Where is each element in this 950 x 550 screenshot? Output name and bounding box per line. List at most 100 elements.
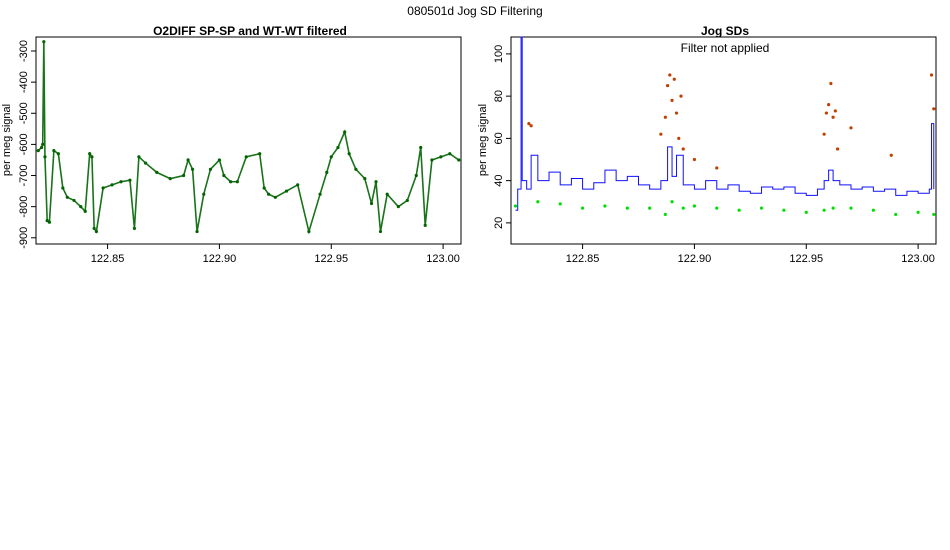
left-series-0-point — [374, 180, 378, 184]
left-series-0-point — [369, 201, 374, 206]
left-series-0-point — [79, 205, 83, 209]
right-y-tick-label: 100 — [493, 45, 505, 63]
right-x-tick-label: 122.85 — [566, 253, 600, 265]
right-series-2-point — [681, 147, 685, 151]
right-series-0-point — [804, 210, 808, 214]
left-series-0-point — [119, 180, 123, 184]
right-series-2-point — [889, 153, 893, 157]
left-series-0-point — [448, 152, 452, 156]
left-series-0-point — [36, 149, 40, 153]
left-series-0-point — [41, 142, 45, 146]
left-series-0-point — [235, 180, 239, 184]
right-series-2-point — [672, 77, 676, 81]
left-series-0-point — [65, 195, 69, 199]
right-y-tick-label: 80 — [493, 90, 505, 102]
right-series-2-point — [679, 94, 683, 98]
right-series-2-point — [715, 166, 719, 170]
right-series-2-point — [529, 124, 533, 128]
left-series-0-point — [336, 145, 340, 150]
right-series-2-point — [824, 111, 828, 115]
left-series-0-point — [137, 155, 141, 159]
right-series-0-point — [513, 204, 518, 208]
left-y-axis: -300 -400 -500 -600 -700 -800 -900 — [18, 40, 36, 249]
right-series-2-point — [677, 136, 681, 140]
left-series-0-point — [430, 158, 434, 162]
right-series-2-point — [833, 109, 837, 113]
left-series-0-point — [262, 186, 266, 190]
left-series-0-point — [347, 152, 351, 156]
left-series-0-point — [307, 229, 311, 234]
left-y-tick-label: -900 — [18, 227, 30, 249]
right-series-0-point — [692, 204, 697, 208]
right-y-tick-label: 40 — [493, 175, 505, 187]
left-series-0-trace — [37, 41, 460, 235]
right-y-axis-label: per meg signal — [477, 104, 489, 176]
left-y-tick-label: -400 — [18, 71, 30, 93]
right-series-0-point — [603, 204, 607, 208]
left-series-0-point — [83, 209, 87, 213]
right-series-0-point — [663, 212, 667, 217]
right-series-0-point — [670, 200, 674, 204]
left-series-0-point — [94, 229, 98, 234]
left-y-tick-label: -600 — [18, 133, 30, 155]
right-x-tick-label: 123.00 — [901, 253, 935, 265]
left-series-0-point — [318, 192, 322, 196]
right-x-tick-label: 122.90 — [678, 253, 712, 265]
left-x-tick-label: 123.00 — [426, 253, 460, 265]
left-series-0-point — [457, 158, 461, 162]
left-series-0-point — [325, 170, 329, 175]
right-series-2-point — [822, 132, 826, 136]
right-series-0-point — [932, 212, 936, 217]
left-series-0-point — [244, 155, 248, 159]
right-series-0-point — [871, 208, 875, 212]
left-series-0-point — [132, 226, 137, 231]
right-series-0-point — [625, 206, 629, 210]
left-series-0-point — [88, 152, 92, 156]
left-series-0-point — [72, 198, 76, 203]
right-series-0-point — [759, 206, 764, 210]
right-series-2-point — [829, 81, 833, 86]
right-series-2-point — [674, 111, 679, 115]
right-y-axis: 20 40 60 80 100 — [493, 45, 511, 229]
right-series-1-step-line — [515, 36, 935, 211]
right-series-0-point — [681, 206, 685, 210]
left-series-0-point — [267, 192, 271, 196]
right-y-tick-label: 20 — [493, 217, 505, 229]
left-series-0-point — [186, 158, 190, 162]
left-y-tick-label: -500 — [18, 102, 30, 124]
filter-annotation: Filter not applied — [681, 41, 770, 55]
left-y-tick-label: -800 — [18, 196, 30, 218]
right-x-axis: 122.85 122.90 122.95 123.00 — [566, 244, 935, 265]
right-series-2-point — [659, 132, 663, 136]
right-series-2-point — [932, 107, 936, 111]
left-series-0-point — [202, 192, 206, 196]
left-series-0-point — [329, 155, 333, 159]
right-series-2-point — [835, 147, 840, 151]
left-series-0-point — [284, 189, 289, 193]
right-series-0-point — [849, 206, 853, 210]
left-series-0-point — [354, 167, 358, 171]
left-series-0-point — [56, 152, 60, 156]
right-plot-marks — [513, 36, 936, 217]
left-series-0-point — [144, 161, 148, 165]
left-series-0-point — [385, 192, 389, 196]
left-series-0-point — [419, 145, 423, 150]
left-y-axis-label: per meg signal — [1, 104, 13, 176]
right-series-0-point — [737, 208, 741, 212]
left-y-tick-label: -700 — [18, 165, 30, 187]
left-panel: O2DIFF SP-SP and WT-WT filtered 122.85 12… — [1, 24, 462, 265]
left-x-tick-label: 122.95 — [314, 253, 348, 265]
left-series-0-point — [405, 198, 409, 203]
left-series-0-point — [92, 226, 96, 231]
left-series-0-point — [217, 158, 222, 162]
right-series-2-point — [527, 122, 531, 126]
left-plot-frame — [35, 36, 462, 245]
left-series-0-point — [258, 152, 262, 156]
right-series-0-point — [580, 206, 585, 210]
left-series-0-point — [222, 173, 226, 178]
right-panel-title: Jog SDs — [701, 24, 749, 38]
left-series-0-point — [423, 223, 427, 227]
left-x-tick-label: 122.90 — [203, 253, 237, 265]
left-series-0-point — [414, 173, 418, 178]
